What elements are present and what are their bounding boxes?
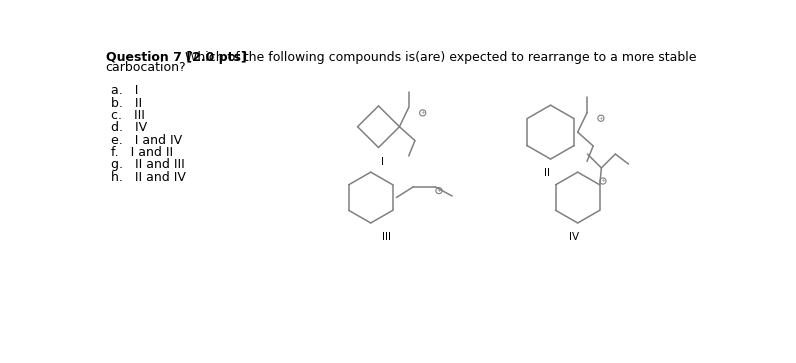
Text: Question 7 [2.0 pts]: Question 7 [2.0 pts]	[106, 51, 247, 64]
Text: IV: IV	[568, 232, 579, 242]
Text: +: +	[436, 188, 442, 193]
Text: b.   II: b. II	[111, 97, 142, 110]
Text: III: III	[382, 232, 391, 242]
Text: II: II	[544, 168, 550, 178]
Text: +: +	[600, 178, 606, 183]
Text: I: I	[380, 157, 384, 167]
Text: h.   II and IV: h. II and IV	[111, 171, 186, 184]
Text: +: +	[599, 115, 603, 121]
Text: a.   I: a. I	[111, 84, 139, 97]
Text: f.   I and II: f. I and II	[111, 146, 174, 159]
Text: +: +	[420, 110, 425, 115]
Text: c.   III: c. III	[111, 109, 145, 122]
Text: e.   I and IV: e. I and IV	[111, 134, 182, 147]
Text: g.   II and III: g. II and III	[111, 158, 185, 171]
Text: Which of the following compounds is(are) expected to rearrange to a more stable: Which of the following compounds is(are)…	[181, 51, 696, 64]
Text: carbocation?: carbocation?	[106, 61, 186, 74]
Text: d.   IV: d. IV	[111, 121, 147, 134]
